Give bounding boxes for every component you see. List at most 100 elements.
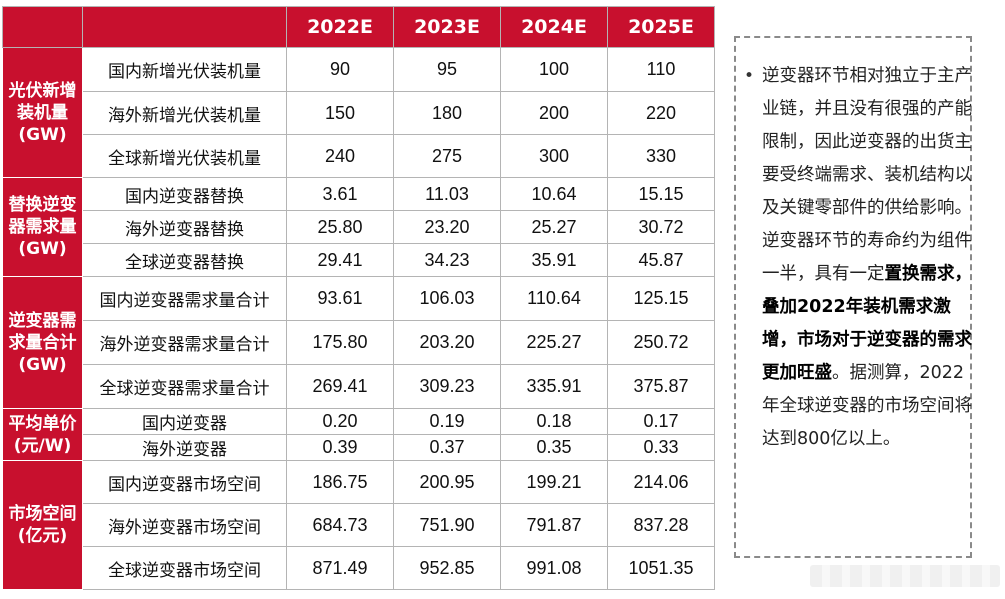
value-cell: 175.80	[286, 320, 394, 365]
value-cell: 791.87	[500, 503, 608, 547]
row-label: 国内新增光伏装机量	[82, 47, 287, 92]
row-label: 海外新增光伏装机量	[82, 91, 287, 135]
year-header: 2025E	[607, 6, 715, 48]
value-cell: 110	[607, 47, 715, 92]
commentary-box: • 逆变器环节相对独立于主产业链，并且没有很强的产能限制，因此逆变器的出货主要受…	[734, 36, 972, 558]
year-header: 2022E	[286, 6, 394, 48]
value-cell: 250.72	[607, 320, 715, 365]
value-cell: 275	[393, 134, 501, 178]
header-row: 2022E 2023E 2024E 2025E	[2, 6, 715, 48]
value-cell: 10.64	[500, 177, 608, 211]
value-cell: 25.80	[286, 210, 394, 244]
value-cell: 214.06	[607, 460, 715, 504]
value-cell: 375.87	[607, 364, 715, 409]
value-cell: 95	[393, 47, 501, 92]
value-cell: 110.64	[500, 276, 608, 321]
value-cell: 684.73	[286, 503, 394, 547]
value-cell: 837.28	[607, 503, 715, 547]
table-row: 市场空间 (亿元) 国内逆变器市场空间 186.75 200.95 199.21 214.…	[2, 460, 715, 590]
value-cell: 871.49	[286, 546, 394, 590]
value-cell: 0.19	[393, 408, 501, 435]
value-cell: 11.03	[393, 177, 501, 211]
row-label: 海外逆变器市场空间	[82, 503, 287, 547]
value-cell: 0.20	[286, 408, 394, 435]
value-cell: 0.33	[607, 434, 715, 461]
value-cell: 220	[607, 91, 715, 135]
value-cell: 23.20	[393, 210, 501, 244]
commentary-part-2: 。据测算，2022年全球逆变器的市场空间将达到800亿以上。	[762, 363, 972, 449]
table-row: 逆变器需 求量合计 (GW) 国内逆变器需求量合计 93.61 106.03 110.6…	[2, 276, 715, 409]
value-cell: 100	[500, 47, 608, 92]
value-cell: 45.87	[607, 243, 715, 277]
row-label: 国内逆变器市场空间	[82, 460, 287, 504]
table-row: 海外逆变器市场空间 684.73 751.90 791.87 837.28	[3, 503, 715, 547]
row-label: 全球逆变器替换	[82, 243, 287, 277]
category-label: 替换逆变 器需求量 (GW)	[2, 177, 83, 277]
table-row: 海外新增光伏装机量 150 180 200 220	[3, 91, 715, 135]
table-row: 海外逆变器需求量合计 175.80 203.20 225.27 250.72	[3, 320, 715, 365]
bullet-icon: •	[744, 66, 755, 86]
year-header: 2024E	[500, 6, 608, 48]
row-label: 国内逆变器需求量合计	[82, 276, 287, 321]
row-label: 国内逆变器替换	[82, 177, 287, 211]
inverter-market-table: 2022E 2023E 2024E 2025E 光伏新增 装机量 (GW) 国内新…	[2, 6, 715, 590]
value-cell: 0.18	[500, 408, 608, 435]
value-cell: 199.21	[500, 460, 608, 504]
value-cell: 269.41	[286, 364, 394, 409]
row-label: 海外逆变器	[82, 434, 287, 461]
value-cell: 35.91	[500, 243, 608, 277]
table-row: 海外逆变器 0.39 0.37 0.35 0.33	[3, 434, 715, 461]
table-row: 平均单价 (元/W) 国内逆变器 0.20 0.19 0.18 0.17	[2, 408, 715, 461]
value-cell: 309.23	[393, 364, 501, 409]
year-header: 2023E	[393, 6, 501, 48]
table-row: 全球逆变器替换 29.41 34.23 35.91 45.87	[3, 243, 715, 277]
value-cell: 186.75	[286, 460, 394, 504]
value-cell: 751.90	[393, 503, 501, 547]
value-cell: 200	[500, 91, 608, 135]
table-row: 替换逆变 器需求量 (GW) 国内逆变器替换 3.61 11.03 10.64 15.15	[2, 177, 715, 277]
table-row: 光伏新增 装机量 (GW) 国内新增光伏装机量 90 95 100 110	[2, 47, 715, 178]
value-cell: 991.08	[500, 546, 608, 590]
value-cell: 3.61	[286, 177, 394, 211]
category-label: 市场空间 (亿元)	[2, 460, 83, 590]
value-cell: 180	[393, 91, 501, 135]
category-label: 光伏新增 装机量 (GW)	[2, 47, 83, 178]
value-cell: 330	[607, 134, 715, 178]
row-label: 全球逆变器市场空间	[82, 546, 287, 590]
value-cell: 90	[286, 47, 394, 92]
value-cell: 952.85	[393, 546, 501, 590]
value-cell: 1051.35	[607, 546, 715, 590]
table-row: 全球逆变器需求量合计 269.41 309.23 335.91 375.87	[3, 364, 715, 409]
value-cell: 225.27	[500, 320, 608, 365]
value-cell: 106.03	[393, 276, 501, 321]
header-blank	[2, 6, 83, 48]
watermark	[810, 565, 1000, 587]
row-label: 全球新增光伏装机量	[82, 134, 287, 178]
commentary-highlight: 置换需求，叠加2022年装机需求激增，市场对于逆变器的需求更加旺盛	[762, 264, 972, 383]
row-label: 全球逆变器需求量合计	[82, 364, 287, 409]
table-row: 海外逆变器替换 25.80 23.20 25.27 30.72	[3, 210, 715, 244]
commentary-text: 逆变器环节相对独立于主产业链，并且没有很强的产能限制，因此逆变器的出货主要受终端…	[762, 60, 972, 456]
value-cell: 125.15	[607, 276, 715, 321]
row-label: 海外逆变器需求量合计	[82, 320, 287, 365]
row-label: 海外逆变器替换	[82, 210, 287, 244]
row-label: 国内逆变器	[82, 408, 287, 435]
value-cell: 335.91	[500, 364, 608, 409]
value-cell: 30.72	[607, 210, 715, 244]
header-blank	[82, 6, 287, 48]
value-cell: 150	[286, 91, 394, 135]
value-cell: 0.35	[500, 434, 608, 461]
value-cell: 203.20	[393, 320, 501, 365]
value-cell: 200.95	[393, 460, 501, 504]
value-cell: 25.27	[500, 210, 608, 244]
value-cell: 29.41	[286, 243, 394, 277]
value-cell: 34.23	[393, 243, 501, 277]
table-row: 全球逆变器市场空间 871.49 952.85 991.08 1051.35	[3, 546, 715, 590]
value-cell: 240	[286, 134, 394, 178]
category-label: 平均单价 (元/W)	[2, 408, 83, 461]
value-cell: 15.15	[607, 177, 715, 211]
value-cell: 0.17	[607, 408, 715, 435]
value-cell: 0.39	[286, 434, 394, 461]
value-cell: 93.61	[286, 276, 394, 321]
category-label: 逆变器需 求量合计 (GW)	[2, 276, 83, 409]
